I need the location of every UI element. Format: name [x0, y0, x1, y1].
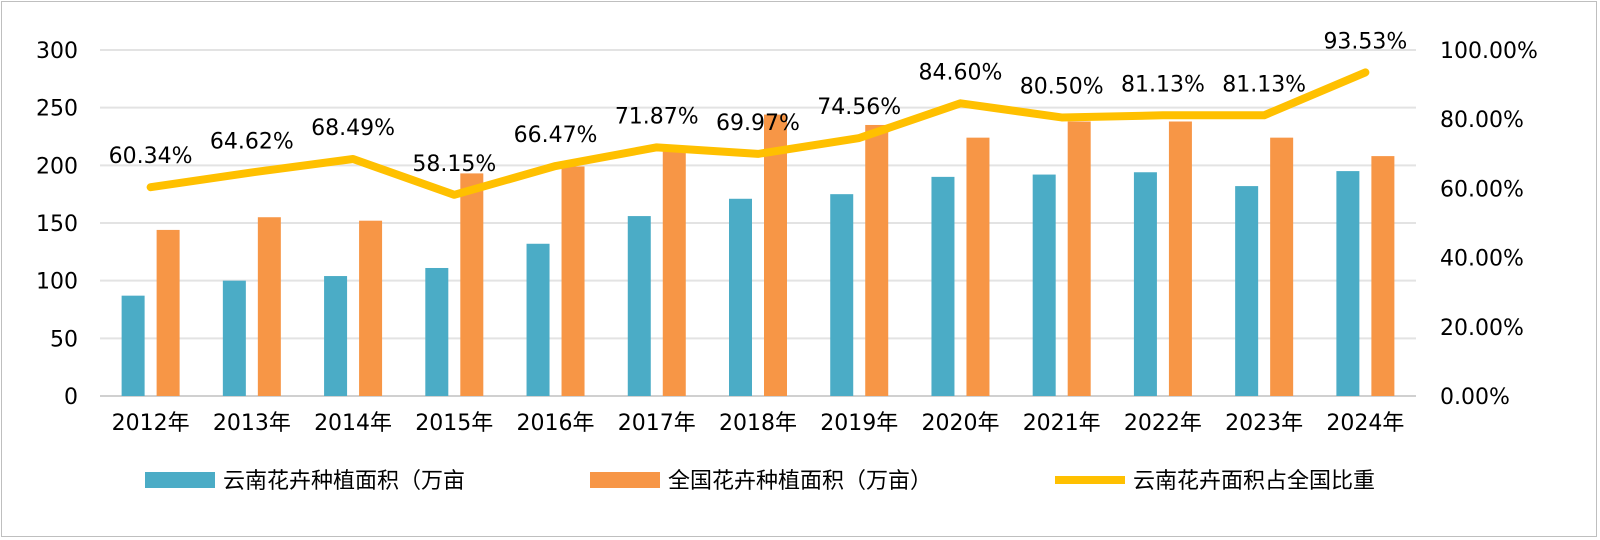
- bar-yunnan: [1133, 172, 1157, 396]
- bar-national: [156, 229, 180, 396]
- bar-yunnan: [1032, 174, 1056, 396]
- right-axis-tick-label: 60.00%: [1440, 177, 1524, 202]
- x-axis-tick-label: 2013年: [213, 411, 291, 436]
- left-axis-tick-label: 50: [50, 327, 78, 352]
- legend-swatch: [590, 472, 660, 488]
- right-axis-tick-label: 0.00%: [1440, 385, 1510, 410]
- bar-yunnan: [931, 176, 955, 396]
- left-axis-tick-label: 0: [64, 385, 78, 410]
- data-label: 64.62%: [210, 129, 294, 154]
- bar-yunnan: [222, 280, 246, 396]
- bar-national: [1168, 121, 1192, 397]
- right-axis-tick-label: 80.00%: [1440, 108, 1524, 133]
- x-axis-tick-label: 2021年: [1023, 411, 1101, 436]
- data-label: 69.97%: [716, 111, 800, 136]
- x-axis-tick-label: 2015年: [415, 411, 493, 436]
- x-axis-tick-label: 2023年: [1225, 411, 1303, 436]
- bar-national: [865, 124, 889, 396]
- legend-label: 云南花卉面积占全国比重: [1133, 469, 1375, 494]
- right-axis-tick-label: 100.00%: [1440, 39, 1538, 64]
- bar-yunnan: [1235, 186, 1259, 396]
- bar-yunnan: [627, 216, 651, 396]
- left-axis-tick-label: 150: [36, 212, 78, 237]
- data-label: 81.13%: [1222, 72, 1306, 97]
- bar-national: [662, 145, 686, 396]
- data-label: 81.13%: [1121, 72, 1205, 97]
- share-line: [146, 68, 1370, 199]
- data-label: 66.47%: [514, 123, 598, 148]
- x-axis-tick-label: 2017年: [618, 411, 696, 436]
- x-axis-tick-label: 2020年: [921, 411, 999, 436]
- bar-national: [257, 217, 281, 396]
- data-label: 60.34%: [109, 144, 193, 169]
- bar-national: [1067, 121, 1091, 397]
- x-axis-tick-label: 2019年: [820, 411, 898, 436]
- bar-national: [966, 137, 990, 397]
- x-axis-tick-label: 2022年: [1124, 411, 1202, 436]
- data-label: 71.87%: [615, 104, 699, 129]
- bar-yunnan: [830, 194, 854, 396]
- bar-yunnan: [121, 295, 145, 396]
- right-axis-tick-label: 40.00%: [1440, 247, 1524, 272]
- x-axis-tick-label: 2024年: [1326, 411, 1404, 436]
- x-axis-tick-label: 2016年: [517, 411, 595, 436]
- bar-yunnan: [526, 243, 550, 396]
- bar-national: [1371, 156, 1395, 396]
- bar-national: [359, 220, 383, 396]
- x-axis-tick-label: 2014年: [314, 411, 392, 436]
- bar-national: [1270, 137, 1294, 397]
- bar-national: [561, 166, 585, 396]
- bar-yunnan: [729, 198, 752, 396]
- x-axis-tick-label: 2012年: [112, 411, 190, 436]
- left-axis-tick-label: 200: [36, 154, 78, 179]
- left-axis-tick-label: 250: [36, 97, 78, 122]
- legend-swatch: [145, 472, 215, 488]
- legend-label: 云南花卉种植面积（万亩: [223, 469, 465, 494]
- legend-label: 全国花卉种植面积（万亩）: [668, 469, 932, 494]
- bar-national: [460, 173, 484, 396]
- bar-yunnan: [425, 267, 449, 396]
- data-label: 80.50%: [1020, 74, 1104, 99]
- data-label: 74.56%: [817, 95, 901, 120]
- left-axis-tick-label: 100: [36, 270, 78, 295]
- data-label: 93.53%: [1323, 29, 1407, 54]
- left-axis-tick-label: 300: [36, 39, 78, 64]
- bar-yunnan: [1336, 171, 1360, 396]
- data-label: 58.15%: [412, 152, 496, 177]
- data-label: 68.49%: [311, 116, 395, 141]
- right-axis-tick-label: 20.00%: [1440, 316, 1524, 341]
- x-axis-tick-label: 2018年: [719, 411, 797, 436]
- bar-national: [764, 114, 787, 396]
- data-label: 84.60%: [919, 60, 1003, 85]
- bar-yunnan: [324, 276, 348, 396]
